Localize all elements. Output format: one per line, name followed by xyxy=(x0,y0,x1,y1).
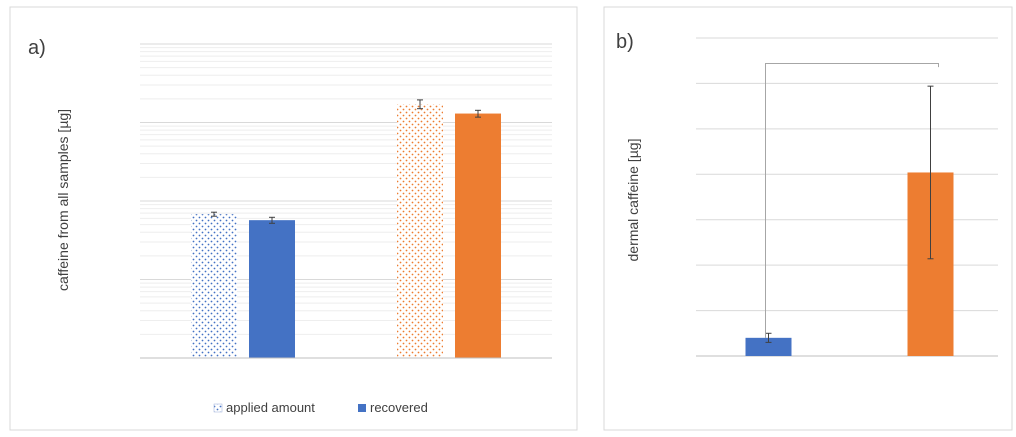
chart-a-legend: applied amount recovered xyxy=(213,400,428,415)
bar-gel xyxy=(745,337,792,356)
legend-label-recovered: recovered xyxy=(370,400,428,415)
bar-nc-recovered xyxy=(455,113,501,358)
chart-b-significance xyxy=(765,62,939,338)
error-bar-gel xyxy=(765,332,772,343)
bar-gel-recovered xyxy=(249,220,295,358)
legend-swatch-applied xyxy=(213,403,223,413)
chart-a-ylabel: caffeine from all samples [µg] xyxy=(55,109,71,291)
error-bar-nc-applied xyxy=(417,99,423,110)
bar-gel-applied xyxy=(191,214,237,358)
error-bar-nc xyxy=(927,85,934,260)
legend-swatch-recovered xyxy=(358,404,366,412)
chart-a-panel-label: a) xyxy=(28,37,46,59)
chart-b-panel-label: b) xyxy=(616,31,634,53)
error-bar-gel-applied xyxy=(211,211,217,217)
chart-b-bars xyxy=(745,85,954,356)
chart-a-bars xyxy=(140,99,552,359)
legend-label-applied: applied amount xyxy=(226,400,315,415)
error-bar-nc-recovered xyxy=(475,109,481,118)
significance-bracket xyxy=(765,62,939,338)
error-bar-gel-recovered xyxy=(269,216,275,224)
chart-b-ylabel: dermal caffeine [µg] xyxy=(625,139,641,262)
bar-nc-applied xyxy=(397,104,443,358)
